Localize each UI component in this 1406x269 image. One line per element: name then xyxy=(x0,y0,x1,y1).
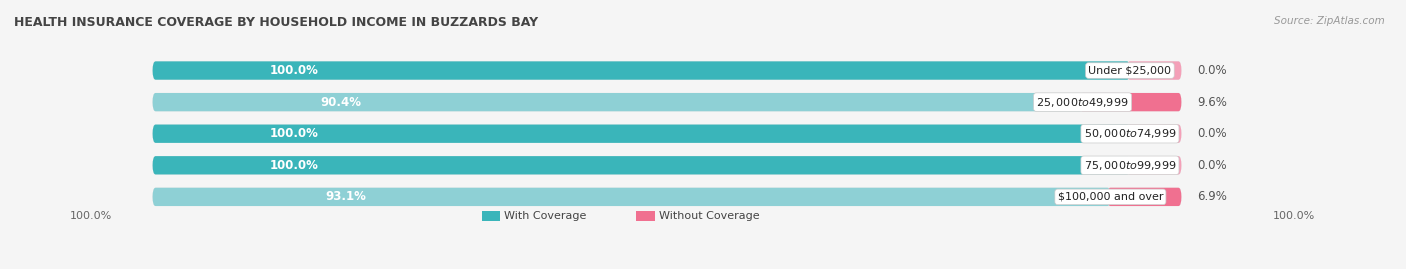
Text: 6.9%: 6.9% xyxy=(1197,190,1226,203)
FancyBboxPatch shape xyxy=(153,188,1181,206)
Text: 90.4%: 90.4% xyxy=(321,95,361,109)
Text: 100.0%: 100.0% xyxy=(70,211,112,221)
FancyBboxPatch shape xyxy=(1108,188,1181,206)
FancyBboxPatch shape xyxy=(153,125,1130,143)
FancyBboxPatch shape xyxy=(1128,61,1181,80)
FancyBboxPatch shape xyxy=(153,156,1181,175)
Text: $75,000 to $99,999: $75,000 to $99,999 xyxy=(1084,159,1177,172)
Text: 100.0%: 100.0% xyxy=(270,127,319,140)
Text: Source: ZipAtlas.com: Source: ZipAtlas.com xyxy=(1274,16,1385,26)
Text: $100,000 and over: $100,000 and over xyxy=(1057,192,1163,202)
Text: $50,000 to $74,999: $50,000 to $74,999 xyxy=(1084,127,1177,140)
FancyBboxPatch shape xyxy=(153,188,1111,206)
FancyBboxPatch shape xyxy=(482,211,501,222)
FancyBboxPatch shape xyxy=(1080,93,1181,111)
Text: HEALTH INSURANCE COVERAGE BY HOUSEHOLD INCOME IN BUZZARDS BAY: HEALTH INSURANCE COVERAGE BY HOUSEHOLD I… xyxy=(14,16,538,29)
Text: 100.0%: 100.0% xyxy=(270,159,319,172)
FancyBboxPatch shape xyxy=(153,93,1181,111)
Text: 100.0%: 100.0% xyxy=(1272,211,1315,221)
FancyBboxPatch shape xyxy=(153,61,1181,80)
FancyBboxPatch shape xyxy=(153,125,1181,143)
FancyBboxPatch shape xyxy=(153,61,1130,80)
FancyBboxPatch shape xyxy=(153,156,1130,175)
Text: 100.0%: 100.0% xyxy=(270,64,319,77)
Text: 9.6%: 9.6% xyxy=(1197,95,1226,109)
FancyBboxPatch shape xyxy=(1128,125,1181,143)
FancyBboxPatch shape xyxy=(153,93,1083,111)
Text: 0.0%: 0.0% xyxy=(1197,64,1226,77)
FancyBboxPatch shape xyxy=(636,211,655,222)
Text: 93.1%: 93.1% xyxy=(325,190,366,203)
Text: Without Coverage: Without Coverage xyxy=(659,211,759,221)
Text: Under $25,000: Under $25,000 xyxy=(1088,66,1171,76)
Text: 0.0%: 0.0% xyxy=(1197,159,1226,172)
Text: With Coverage: With Coverage xyxy=(505,211,586,221)
Text: $25,000 to $49,999: $25,000 to $49,999 xyxy=(1036,95,1129,109)
Text: 0.0%: 0.0% xyxy=(1197,127,1226,140)
FancyBboxPatch shape xyxy=(1128,156,1181,175)
